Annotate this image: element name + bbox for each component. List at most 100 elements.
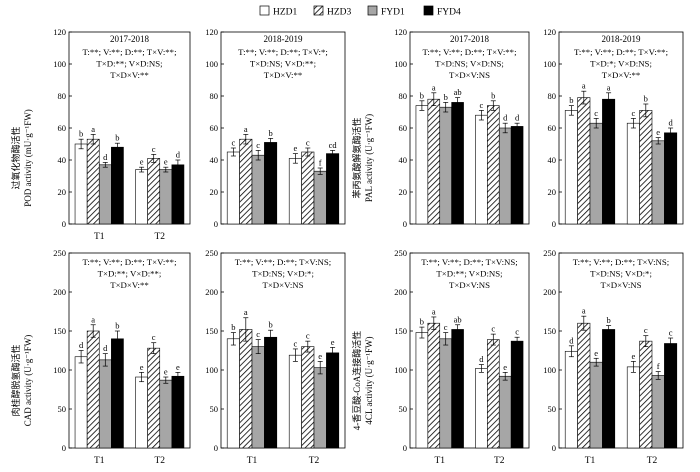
significance-letter: c	[306, 331, 310, 341]
y-tick-label: 150	[543, 326, 556, 336]
y-tick-label: 150	[394, 326, 407, 336]
significance-letter: d	[79, 340, 84, 350]
y-tick-label: 100	[53, 365, 66, 375]
significance-letter: c	[644, 325, 648, 335]
significance-letter: c	[256, 329, 260, 339]
stats-line: T×D×V:**	[110, 280, 149, 290]
bar-hzd1-1	[415, 105, 429, 225]
y-tick-label: 80	[399, 91, 408, 101]
significance-letter: d	[569, 335, 574, 345]
x-category-label: T2	[154, 232, 165, 242]
y-tick-label: 200	[543, 287, 556, 297]
bar-fyd4-2	[664, 343, 678, 449]
stats-line: T×D:**; V×D:NS;	[96, 59, 162, 69]
significance-letter: cd	[329, 140, 338, 150]
stats-line: T:**; V:**; D:**; T×V:**;	[422, 47, 516, 57]
y-tick-label: 250	[205, 248, 218, 258]
y-tick-label: 80	[548, 91, 557, 101]
y-tick-label: 100	[394, 59, 407, 69]
y-axis-label-cn: 过氧化物酶活性	[10, 126, 21, 189]
significance-letter: b	[115, 133, 119, 143]
y-tick-label: 80	[210, 91, 219, 101]
bar-fyd1-1	[589, 361, 603, 449]
significance-letter: e	[318, 351, 322, 361]
bar-fyd1-2	[159, 379, 173, 449]
significance-letter: b	[268, 128, 272, 138]
x-category-label: T2	[154, 456, 165, 466]
y-tick-label: 40	[58, 155, 67, 165]
significance-letter: a	[582, 81, 586, 91]
legend-swatch-fyd4	[423, 5, 434, 16]
significance-letter: b	[644, 94, 648, 104]
stats-line: T×D×V:NS	[600, 280, 641, 290]
y-tick-label: 150	[205, 326, 218, 336]
y-tick-label: 20	[58, 187, 67, 197]
bar-fyd4-1	[602, 98, 616, 225]
y-tick-label: 0	[403, 443, 407, 453]
significance-letter: f	[657, 361, 660, 371]
significance-letter: ab	[454, 87, 462, 97]
significance-letter: c	[444, 322, 448, 332]
chart-panel-pod-2018-2019: 0 20 40 60 80 100 120 2018-2019 T:**; V:**; D:**…	[205, 27, 346, 229]
stats-line: T×D:**; V×D:NS;	[436, 269, 502, 279]
y-tick-label: 150	[53, 326, 66, 336]
significance-letter: e	[632, 351, 636, 361]
significance-letter: d	[479, 354, 484, 364]
significance-letter: d	[103, 152, 108, 162]
y-tick-label: 50	[58, 404, 67, 414]
x-category-label: T2	[647, 456, 658, 466]
bar-fyd4-1	[264, 336, 278, 449]
bar-hzd3-1	[427, 322, 441, 449]
bar-hzd1-1	[564, 110, 578, 225]
bar-fyd1-2	[651, 140, 665, 225]
significance-letter: c	[152, 332, 156, 342]
bar-hzd1-2	[626, 366, 640, 449]
y-tick-label: 0	[214, 443, 218, 453]
chart-panel-4cl-2017-2018: 0 50 100 150 200 250 T:**; V:**; D:**; T×V:NS;…	[351, 248, 530, 466]
chart-panel-pod-2017-2018: 0 20 40 60 80 100 120 2017-2018 T:**; V:**; D:**…	[10, 27, 191, 242]
y-tick-label: 0	[214, 219, 218, 229]
stats-line: T×D×V:**	[110, 70, 149, 80]
stats-line: T×D×V:NS	[449, 70, 490, 80]
significance-letter: b	[420, 90, 424, 100]
stats-line: T×D:NS; V×D:*;	[252, 269, 314, 279]
significance-letter: c	[152, 144, 156, 154]
significance-letter: d	[176, 150, 181, 160]
stats-line: T:**; V:**; D:**; T×V:NS;	[421, 257, 518, 267]
y-tick-label: 100	[53, 59, 66, 69]
stats-line: T×D:*; V×D:NS;	[590, 59, 652, 69]
bar-hzd1-2	[288, 158, 302, 225]
y-tick-label: 100	[205, 365, 218, 375]
y-tick-label: 250	[394, 248, 407, 258]
x-category-label: T2	[494, 456, 505, 466]
bar-fyd1-1	[589, 122, 603, 225]
chart-panel-4cl-2018-2019: 0 50 100 150 200 250 T:**; V:**; D:**; T×V:NS;…	[543, 248, 684, 466]
bar-fyd4-2	[171, 164, 185, 225]
bar-hzd1-1	[415, 332, 429, 449]
panel-title: 2017-2018	[110, 34, 149, 44]
significance-letter: b	[491, 90, 495, 100]
bar-fyd1-1	[251, 346, 265, 449]
bar-hzd3-2	[487, 105, 500, 225]
legend-swatch-hzd3	[313, 5, 324, 16]
plot-frame	[409, 252, 530, 449]
bar-hzd3-2	[147, 347, 161, 449]
significance-letter: b	[115, 321, 119, 331]
y-tick-label: 20	[399, 187, 408, 197]
bar-fyd1-1	[98, 359, 112, 449]
significance-letter: d	[503, 113, 508, 123]
bar-fyd1-2	[313, 170, 327, 225]
stats-line: T:**; V:**; D:**; T×V:*;	[238, 47, 328, 57]
plot-frame	[558, 252, 684, 449]
significance-letter: c	[632, 108, 636, 118]
stats-line: T×D×V:**	[264, 70, 303, 80]
y-tick-label: 0	[552, 219, 556, 229]
bar-fyd1-1	[439, 338, 452, 449]
bar-fyd4-1	[264, 142, 278, 225]
x-category-label: T1	[247, 456, 258, 466]
significance-letter: b	[420, 317, 424, 327]
legend-label-hzd1: HZD1	[273, 8, 298, 18]
significance-letter: c	[294, 338, 298, 348]
significance-letter: e	[164, 157, 168, 167]
